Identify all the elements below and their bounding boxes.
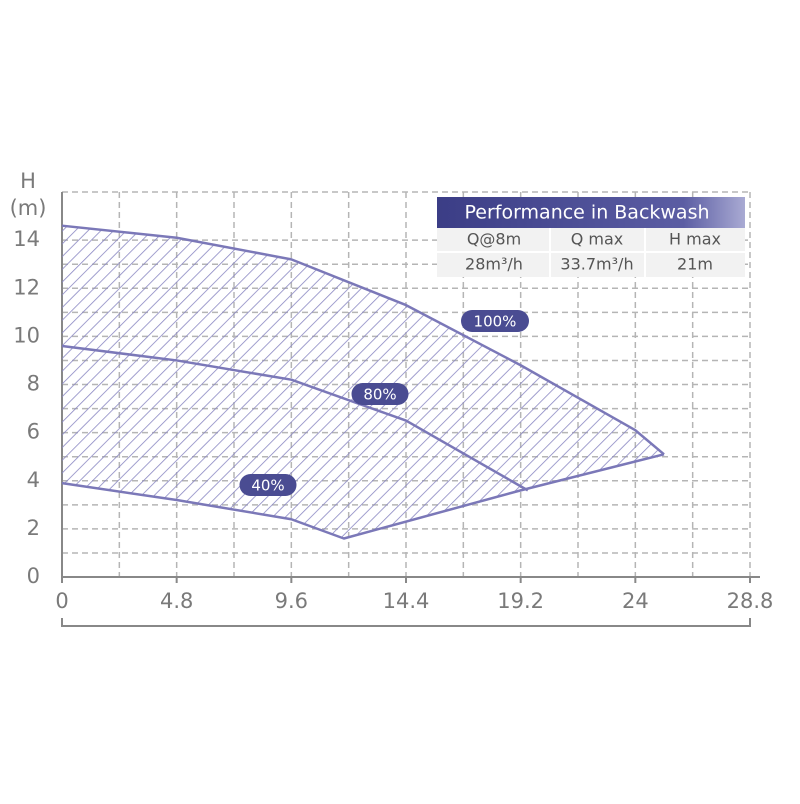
y-tick-label: 4 <box>27 468 40 492</box>
x-tick-label: 24 <box>622 589 649 613</box>
curve <box>61 224 665 456</box>
series-pill <box>351 383 409 405</box>
axis-bracket <box>61 618 751 627</box>
table-header: Q max <box>571 230 624 249</box>
x-tick-label: 28.8 <box>727 589 774 613</box>
y-tick-label: 2 <box>27 516 40 540</box>
y-tick-label: 10 <box>13 323 40 347</box>
series-label: 100% <box>474 313 517 331</box>
series-label: 80% <box>363 386 396 404</box>
y-tick-label: 6 <box>27 420 40 444</box>
series-label: 40% <box>251 477 284 495</box>
table-header-bar <box>437 197 745 228</box>
x-tick-label: 4.8 <box>160 589 193 613</box>
y-tick-label: 8 <box>27 372 40 396</box>
y-tick-label: 0 <box>27 564 40 588</box>
table-header: Q@8m <box>467 230 521 249</box>
x-tick-label: 14.4 <box>383 589 430 613</box>
series-pill <box>239 474 297 496</box>
table-cell: 21m <box>677 255 713 274</box>
y-axis-label: (m) <box>10 196 47 220</box>
table-cell: 33.7m³/h <box>560 255 633 274</box>
y-axis-label: H <box>20 169 36 193</box>
performance-table: Performance in Backwash Q@8m Q max H max… <box>437 197 745 277</box>
curve <box>61 453 665 540</box>
x-tick-label: 19.2 <box>497 589 544 613</box>
table-title: Performance in Backwash <box>464 202 709 224</box>
x-tick-label: 0 <box>55 589 68 613</box>
x-tick-label: 9.6 <box>275 589 308 613</box>
hatch-area <box>62 225 664 539</box>
table-header: H max <box>669 230 721 249</box>
table-cell: 28m³/h <box>465 255 523 274</box>
series-pill <box>461 310 529 332</box>
curve <box>61 344 529 492</box>
y-tick-label: 12 <box>13 275 40 299</box>
y-tick-label: 14 <box>13 227 40 251</box>
